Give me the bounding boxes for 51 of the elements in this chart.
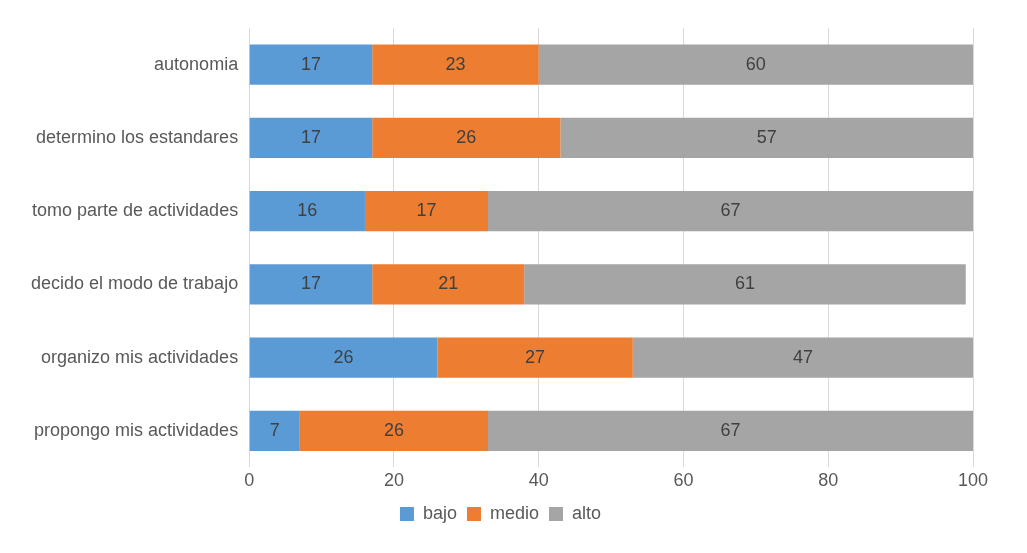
bar [488, 190, 973, 232]
data-label: 7 [269, 419, 280, 440]
bar [372, 264, 525, 305]
data-label: 26 [333, 346, 354, 367]
data-label: 67 [720, 419, 741, 440]
y-tick-label: decido el modo de trabajo [31, 273, 239, 294]
data-label: 16 [297, 200, 318, 221]
data-label: 21 [438, 273, 459, 294]
bar [249, 337, 438, 378]
x-tick-label: 60 [673, 470, 694, 491]
bar [249, 44, 373, 85]
bar [524, 264, 966, 305]
bar [560, 117, 973, 158]
x-tick-label: 40 [528, 470, 549, 491]
bar [249, 410, 300, 451]
bar [249, 190, 365, 232]
data-label: 67 [720, 200, 741, 221]
data-label: 17 [416, 200, 437, 221]
data-label: 61 [734, 273, 755, 294]
y-tick-label: tomo parte de actividades [32, 200, 239, 221]
x-tick-label: 80 [818, 470, 839, 491]
bar [632, 337, 973, 378]
data-label: 17 [300, 53, 321, 74]
data-label: 47 [792, 346, 813, 367]
bar [437, 337, 633, 378]
bar [372, 44, 539, 85]
data-label: 60 [745, 53, 766, 74]
data-label: 27 [525, 346, 546, 367]
data-label: 17 [300, 126, 321, 147]
data-label: 26 [456, 126, 477, 147]
legend-label: bajo [422, 502, 457, 523]
x-tick-label: 100 [957, 470, 989, 491]
legend-label: alto [572, 502, 602, 523]
legend-label: medio [489, 502, 540, 523]
y-tick-label: propongo mis actividades [34, 419, 239, 440]
data-label: 57 [756, 126, 777, 147]
x-tick-label: 20 [383, 470, 404, 491]
y-tick-label: determino los estandares [36, 126, 239, 147]
data-label: 23 [445, 53, 466, 74]
y-tick-label: organizo mis actividades [41, 346, 239, 367]
bar [488, 410, 973, 451]
bar [372, 117, 561, 158]
y-tick-label: autonomia [154, 53, 240, 74]
bar [538, 44, 973, 85]
x-tick-label: 0 [244, 470, 255, 491]
bar [249, 264, 373, 305]
data-label: 26 [383, 419, 404, 440]
data-label: 17 [300, 273, 321, 294]
bar [249, 117, 373, 158]
bar [299, 410, 489, 451]
bar [364, 190, 489, 232]
